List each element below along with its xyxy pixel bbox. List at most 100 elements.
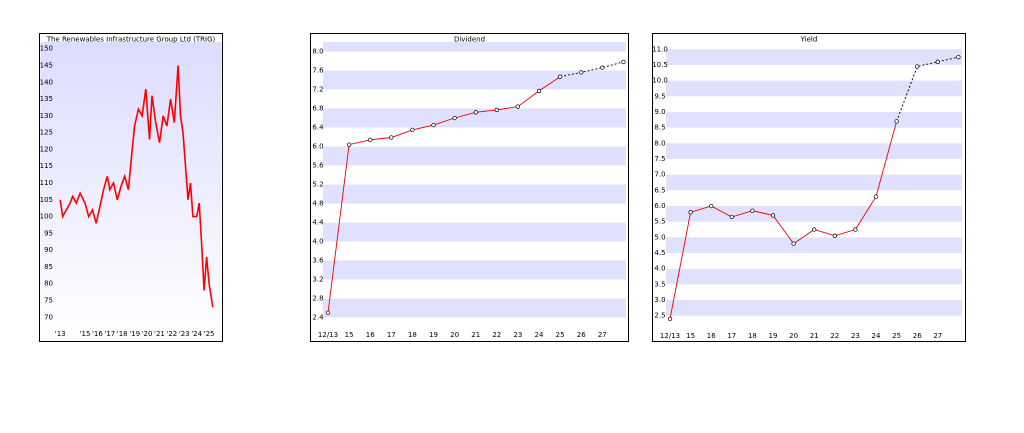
y-tick-label: 4.0 [312,238,323,246]
point [915,64,920,69]
grid-band [666,300,962,316]
x-tick-label: '13 [55,330,66,338]
grid-band [666,174,962,191]
x-tick-label: 18 [748,332,757,340]
grid-band [666,111,962,128]
y-tick-label: 8.5 [654,124,665,132]
x-tick-label: 17 [727,332,736,340]
point [791,241,796,246]
y-tick-label: 100 [40,213,53,221]
y-tick-label: 4.4 [312,219,324,227]
x-tick-label: '16 [92,330,103,338]
chart-title: Yield [800,36,818,44]
y-tick-label: 110 [40,179,53,187]
point [431,122,436,128]
x-tick-label: 18 [408,331,417,339]
y-tick-label: 130 [40,112,53,120]
y-tick-label: 125 [40,129,53,137]
y-tick-label: 7.6 [312,67,324,75]
x-tick-label: 20 [789,332,798,340]
y-tick-label: 3.0 [654,296,665,304]
point [688,210,693,215]
y-tick-label: 95 [44,229,53,237]
point [600,65,605,70]
point [452,115,457,121]
x-tick-label: 23 [851,332,860,340]
x-tick-label: '20 [142,330,153,338]
x-tick-label: '22 [166,330,177,338]
point [621,59,626,65]
y-tick-label: 5.6 [312,162,324,170]
price-line [59,65,214,308]
grid-band [323,260,626,280]
x-tick-label: 15 [686,332,695,340]
grid-band [666,206,962,222]
x-tick-label: 21 [471,331,480,339]
x-tick-label: 25 [892,332,901,340]
point [873,194,879,199]
y-tick-label: 145 [40,62,53,70]
x-tick-label: 16 [366,331,375,339]
point [346,142,352,147]
point [536,88,542,94]
y-tick-label: 85 [44,263,53,271]
x-tick-label: 25 [556,331,565,339]
y-tick-label: 140 [40,78,53,86]
point [750,208,755,213]
chart-title: The Renewables Infrastructure Group Ltd … [46,36,216,44]
x-tick-label: '23 [179,330,190,338]
y-tick-label: 7.5 [654,155,665,163]
plot-background [40,42,222,341]
y-tick-label: 115 [40,162,53,170]
point [325,310,331,315]
y-tick-label: 6.0 [654,202,665,210]
x-tick-label: 12/13 [318,331,338,339]
y-tick-label: 2.4 [312,314,324,322]
point [473,110,478,115]
x-tick-label: 15 [345,331,354,339]
point [894,119,899,124]
x-tick-label: 19 [769,332,778,340]
y-tick-label: 5.2 [312,181,323,189]
grid-band [666,49,962,65]
y-tick-label: 3.6 [312,257,324,265]
y-tick-label: 8.0 [654,139,665,147]
y-tick-label: 70 [44,313,53,321]
y-tick-label: 150 [40,45,53,53]
y-tick-label: 2.8 [312,295,323,303]
y-tick-label: 6.0 [312,143,323,151]
y-tick-label: 10.5 [652,61,668,69]
chart-title: Dividend [454,36,485,44]
y-tick-label: 8.0 [312,48,323,56]
y-tick-label: 90 [44,246,53,254]
point [410,127,415,133]
point [389,135,394,140]
x-tick-label: 19 [429,331,438,339]
y-tick-label: 4.5 [654,249,665,257]
y-tick-label: 10.0 [652,77,668,85]
line-forecast [560,61,624,78]
point [515,104,521,109]
x-tick-label: 22 [492,331,501,339]
y-tick-label: 2.5 [654,312,665,320]
x-tick-label: 27 [933,332,942,340]
x-tick-label: '18 [117,330,128,338]
x-tick-label: '15 [80,330,91,338]
x-tick-label: 24 [872,332,881,340]
x-tick-label: 26 [913,332,922,340]
point [832,233,837,238]
x-tick-label: '17 [104,330,115,338]
grid-band [666,143,962,159]
x-tick-label: 20 [450,331,459,339]
y-tick-label: 3.2 [312,276,323,284]
x-tick-label: 12/13 [660,332,680,340]
point [812,227,817,232]
y-tick-label: 9.5 [654,92,665,100]
x-tick-label: 24 [535,331,544,339]
y-tick-label: 135 [40,95,53,103]
x-tick-label: 26 [577,331,586,339]
grid-band [323,146,626,166]
point [667,316,673,322]
point [557,74,563,79]
